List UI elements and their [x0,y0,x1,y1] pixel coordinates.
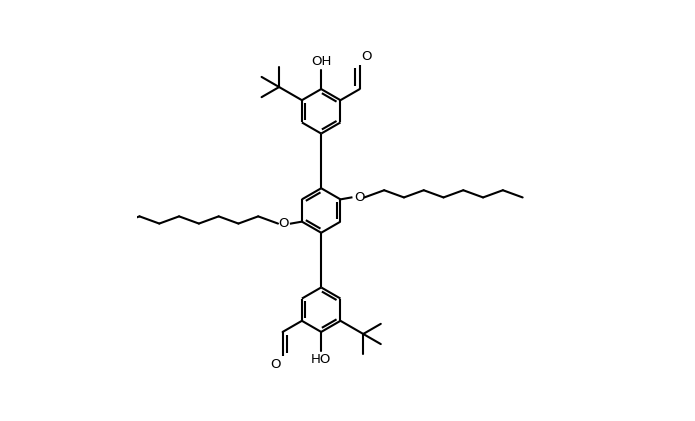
Text: HO: HO [311,353,332,366]
Text: OH: OH [311,55,332,68]
Text: O: O [270,358,281,371]
Text: O: O [354,191,364,203]
Text: O: O [361,50,372,63]
Text: O: O [278,218,288,230]
